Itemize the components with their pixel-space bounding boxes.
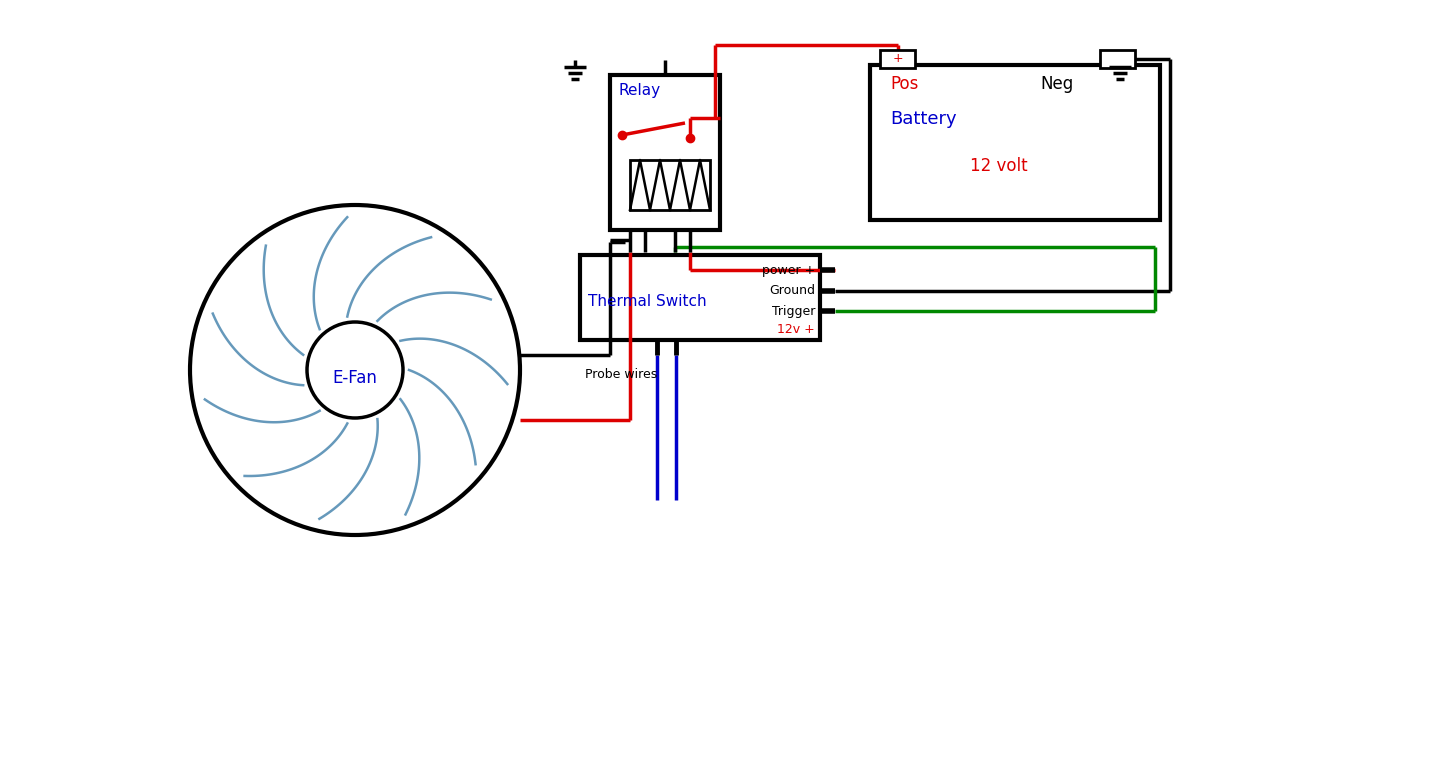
Text: Neg: Neg <box>1040 75 1073 93</box>
Bar <box>611 75 720 230</box>
Text: Battery: Battery <box>890 110 956 128</box>
Text: power +: power + <box>762 264 815 276</box>
Text: Probe wires: Probe wires <box>585 368 657 381</box>
Text: Relay: Relay <box>618 83 660 98</box>
Bar <box>631 160 710 210</box>
Bar <box>870 65 1161 220</box>
Bar <box>1100 50 1135 68</box>
Text: Thermal Switch: Thermal Switch <box>588 294 707 309</box>
Text: E-Fan: E-Fan <box>333 369 377 387</box>
Bar <box>880 50 914 68</box>
Text: Pos: Pos <box>890 75 919 93</box>
Bar <box>580 255 819 340</box>
Text: +: + <box>893 52 903 66</box>
Text: 12v +: 12v + <box>778 323 815 337</box>
Text: Ground: Ground <box>769 284 815 298</box>
Text: 12 volt: 12 volt <box>971 157 1028 175</box>
Text: Trigger: Trigger <box>772 305 815 318</box>
